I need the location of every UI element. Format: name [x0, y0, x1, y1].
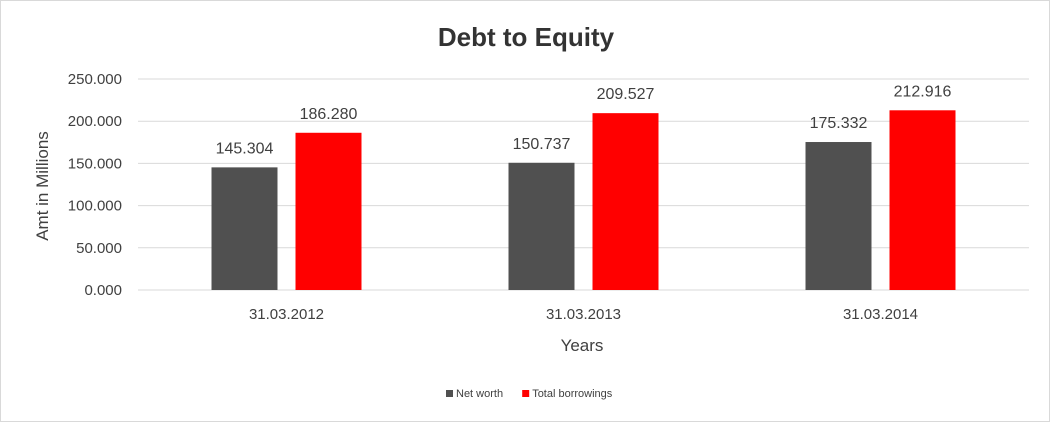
bar-total-borrowings — [592, 113, 659, 290]
y-tick-label: 0.000 — [84, 282, 122, 299]
data-label: 186.280 — [300, 106, 358, 123]
bar-total-borrowings — [889, 110, 956, 291]
legend-label: Total borrowings — [532, 388, 613, 400]
data-label: 175.332 — [810, 115, 868, 132]
legend-swatch — [446, 390, 453, 397]
data-label: 212.916 — [894, 83, 952, 100]
bar-total-borrowings — [295, 132, 362, 290]
bar-net-worth — [508, 162, 575, 290]
data-label: 145.304 — [216, 140, 274, 157]
x-category-label: 31.03.2014 — [843, 306, 918, 323]
y-axis-ticks: 0.000 50.000 100.000 150.000 200.000 250.000 — [68, 71, 122, 299]
legend-swatch — [522, 390, 530, 397]
data-labels: 145.304 186.280 150.737 209.527 175.332 212.9… — [216, 83, 952, 157]
bars — [211, 110, 956, 291]
y-tick-label: 150.000 — [68, 155, 122, 172]
y-axis-title: Amt in Millions — [33, 131, 52, 241]
x-axis-title: Years — [561, 336, 604, 355]
y-tick-label: 100.000 — [68, 198, 122, 215]
y-tick-label: 200.000 — [68, 113, 122, 130]
legend-label: Net worth — [456, 388, 503, 400]
x-category-label: 31.03.2012 — [249, 306, 324, 323]
y-tick-label: 250.000 — [68, 71, 122, 88]
data-label: 150.737 — [513, 136, 571, 153]
chart-title: Debt to Equity — [438, 22, 615, 52]
x-axis-categories: 31.03.2012 31.03.2013 31.03.2014 — [249, 306, 918, 323]
x-category-label: 31.03.2013 — [546, 306, 621, 323]
data-label: 209.527 — [597, 86, 655, 103]
y-tick-label: 50.000 — [76, 240, 122, 257]
bar-net-worth — [211, 167, 278, 290]
bar-net-worth — [805, 142, 872, 290]
legend: Net worth Total borrowings — [446, 388, 613, 400]
gridlines — [138, 78, 1029, 291]
